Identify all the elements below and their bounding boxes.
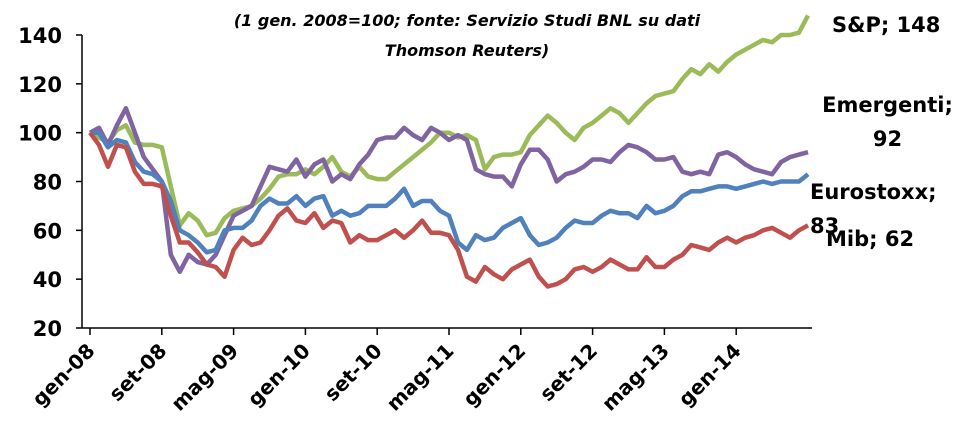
y-tick-label: 40 xyxy=(33,268,62,292)
x-tick-label: set-08 xyxy=(104,339,171,406)
y-tick-label: 100 xyxy=(18,122,62,146)
series-label: Emergenti; 92 xyxy=(822,93,953,151)
series-line xyxy=(88,14,810,238)
x-tick-label: mag-09 xyxy=(166,339,243,416)
series-label: Eurostoxx; 83 xyxy=(810,180,937,238)
x-tick-label: set-12 xyxy=(535,339,602,406)
series-line xyxy=(88,131,810,289)
chart-subtitle: (1 gen. 2008=100; fonte: Servizio Studi … xyxy=(233,11,701,60)
x-tick-label: mag-11 xyxy=(382,339,459,416)
y-tick-label: 80 xyxy=(33,171,62,195)
y-tick-label: 20 xyxy=(33,317,62,341)
series-label: S&P; 148 xyxy=(832,13,941,37)
x-tick-label: gen-14 xyxy=(673,339,745,411)
x-tick-label: gen-08 xyxy=(27,339,99,411)
y-tick-label: 60 xyxy=(33,219,62,243)
x-tick-label: gen-12 xyxy=(458,339,530,411)
x-tick-label: set-10 xyxy=(319,339,386,406)
y-tick-label: 140 xyxy=(18,24,62,48)
x-tick-label: gen-10 xyxy=(243,339,315,411)
y-tick-label: 120 xyxy=(18,73,62,97)
series-line xyxy=(88,106,809,275)
series-label: Mib; 62 xyxy=(826,227,915,251)
x-tick-label: mag-13 xyxy=(597,339,674,416)
series-line xyxy=(90,130,810,255)
